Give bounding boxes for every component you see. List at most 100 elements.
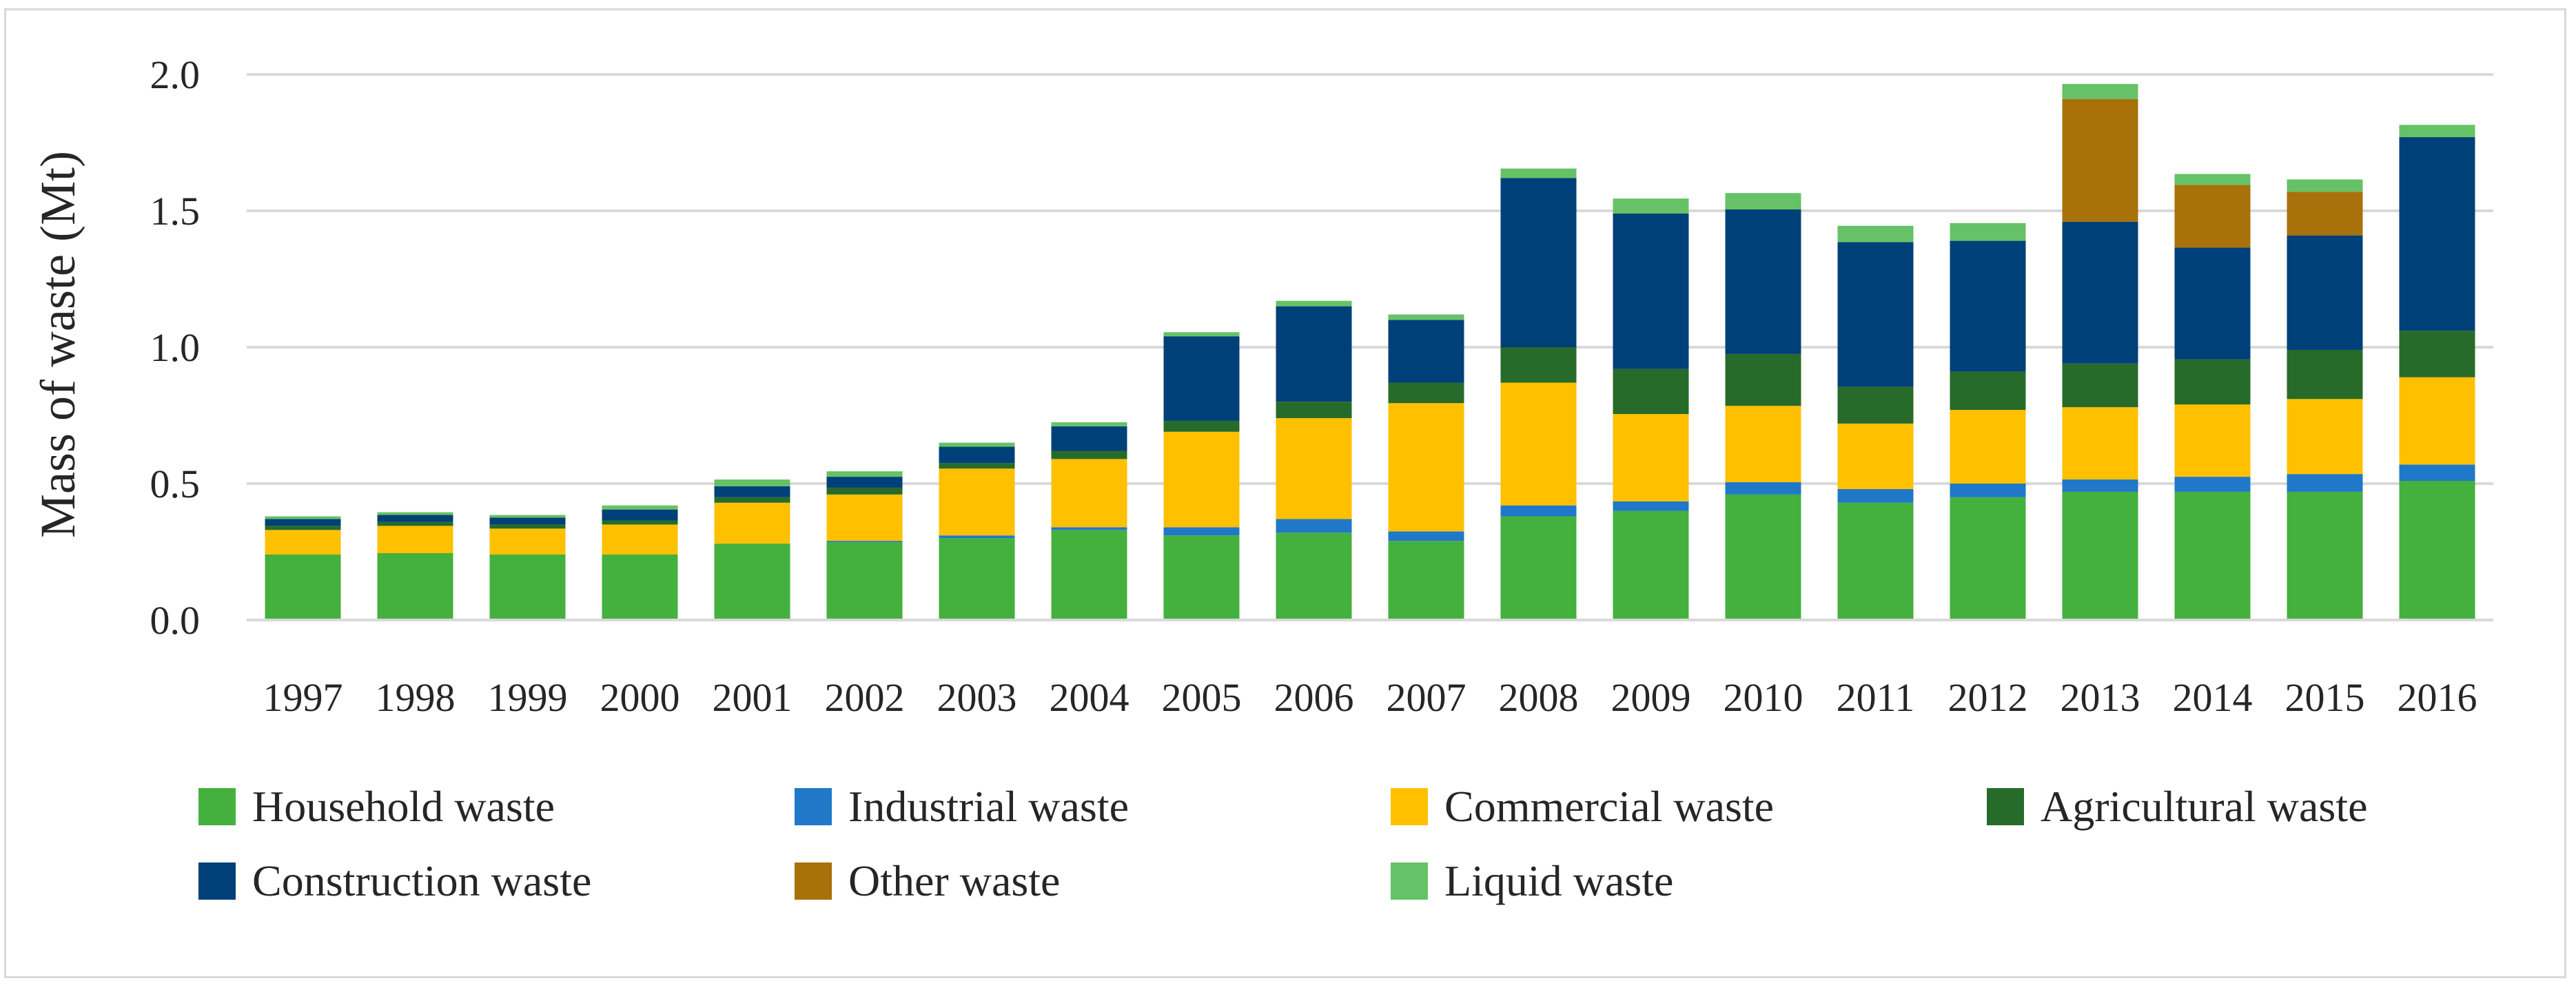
bar-2015-commercial-waste: [2287, 399, 2363, 475]
x-tick-label: 2016: [2398, 675, 2477, 720]
legend-swatch: [1391, 788, 1428, 825]
bar-2005-industrial-waste: [1163, 527, 1240, 536]
bar-2008-liquid-waste: [1500, 168, 1577, 178]
bar-2014-agricultural-waste: [2174, 359, 2251, 405]
bar-2007-industrial-waste: [1388, 531, 1464, 541]
bar-2007-agricultural-waste: [1388, 382, 1464, 404]
bar-1997-household-waste: [265, 554, 341, 620]
y-axis-ticks: 0.0 0.5 1.0 1.5 2.0: [150, 52, 201, 643]
bar-2016-industrial-waste: [2399, 464, 2475, 482]
x-axis-ticks: 1997 1998 1999 2000 2001 2002 2003 2004 2005 2006…: [263, 675, 2477, 720]
bar-2004-agricultural-waste: [1051, 451, 1127, 459]
x-tick-label: 1999: [488, 675, 568, 720]
bar-2007-household-waste: [1388, 541, 1464, 620]
bar-2002-construction-waste: [826, 477, 903, 488]
bar-2007-commercial-waste: [1388, 403, 1464, 532]
bar-2011-industrial-waste: [1837, 488, 1914, 503]
bar-1999-liquid-waste: [489, 515, 566, 518]
bar-2007-liquid-waste: [1388, 314, 1464, 320]
legend-swatch: [1391, 862, 1428, 900]
bar-2010-agricultural-waste: [1725, 353, 1801, 406]
bar-2015-other-waste: [2287, 192, 2363, 236]
bar-1999-construction-waste: [489, 517, 566, 525]
bar-1998-agricultural-waste: [377, 521, 453, 526]
bar-2011-household-waste: [1837, 502, 1914, 620]
bar-2012-industrial-waste: [1950, 484, 2026, 497]
gridlines: [247, 73, 2493, 485]
legend-label: Agricultural waste: [2041, 782, 2368, 831]
bar-2003-industrial-waste: [939, 535, 1015, 539]
bar-1999-agricultural-waste: [489, 524, 566, 529]
legend-label: Commercial waste: [1444, 782, 1774, 831]
bar-2011-construction-waste: [1837, 242, 1914, 387]
legend-item-other-waste: Other waste: [795, 856, 1060, 905]
bar-2014-commercial-waste: [2174, 404, 2251, 477]
legend-swatch: [795, 862, 832, 900]
bar-2001-household-waste: [714, 544, 790, 620]
bar-2009-construction-waste: [1613, 213, 1689, 369]
bar-2013-commercial-waste: [2062, 407, 2138, 480]
bar-2003-agricultural-waste: [939, 463, 1015, 469]
legend-item-liquid-waste: Liquid waste: [1391, 856, 1673, 905]
bar-1997-construction-waste: [265, 519, 341, 526]
bar-2009-liquid-waste: [1613, 198, 1689, 214]
bar-2003-household-waste: [939, 538, 1015, 620]
bar-1997-agricultural-waste: [265, 526, 341, 530]
x-tick-label: 2011: [1837, 675, 1915, 720]
bar-2000-liquid-waste: [602, 505, 678, 510]
bar-2014-industrial-waste: [2174, 477, 2251, 492]
bar-2001-liquid-waste: [714, 479, 790, 486]
bar-2002-commercial-waste: [826, 494, 903, 541]
x-tick-label: 2010: [1724, 675, 1803, 720]
bar-2006-liquid-waste: [1276, 300, 1352, 307]
bar-2009-household-waste: [1613, 510, 1689, 620]
x-tick-label: 2012: [1948, 675, 2028, 720]
bar-2014-construction-waste: [2174, 247, 2251, 360]
legend-item-industrial-waste: Industrial waste: [795, 782, 1129, 831]
bar-2012-commercial-waste: [1950, 410, 2026, 484]
bar-2007-construction-waste: [1388, 320, 1464, 383]
bar-2008-industrial-waste: [1500, 505, 1577, 517]
x-tick-label: 2002: [825, 675, 905, 720]
bar-2013-other-waste: [2062, 99, 2138, 222]
bar-2011-commercial-waste: [1837, 423, 1914, 489]
bar-2004-liquid-waste: [1051, 422, 1127, 426]
y-tick-label: 0.0: [150, 598, 201, 643]
legend-label: Industrial waste: [848, 782, 1129, 831]
bar-2015-household-waste: [2287, 491, 2363, 620]
bar-2013-liquid-waste: [2062, 83, 2138, 99]
bar-2012-household-waste: [1950, 497, 2026, 620]
legend-label: Liquid waste: [1444, 856, 1673, 905]
bar-2001-commercial-waste: [714, 502, 790, 544]
bar-2008-agricultural-waste: [1500, 347, 1577, 383]
bar-2015-agricultural-waste: [2287, 349, 2363, 400]
legend: Household waste Industrial waste Commercia…: [198, 782, 2368, 905]
y-axis-title: Mass of waste (Mt): [30, 151, 85, 538]
bar-2001-construction-waste: [714, 486, 790, 497]
bar-2004-household-waste: [1051, 530, 1127, 620]
x-tick-label: 1998: [376, 675, 456, 720]
bar-2003-liquid-waste: [939, 442, 1015, 447]
bar-2013-construction-waste: [2062, 221, 2138, 364]
bar-1997-commercial-waste: [265, 530, 341, 555]
x-tick-label: 2014: [2173, 675, 2253, 720]
bar-1998-construction-waste: [377, 515, 453, 522]
bar-2008-commercial-waste: [1500, 382, 1577, 506]
bar-2006-agricultural-waste: [1276, 402, 1352, 418]
bar-1998-household-waste: [377, 552, 453, 620]
bar-2004-industrial-waste: [1051, 527, 1127, 530]
x-tick-label: 2000: [600, 675, 680, 720]
bar-2004-commercial-waste: [1051, 459, 1127, 528]
bar-2003-construction-waste: [939, 446, 1015, 464]
bar-2005-commercial-waste: [1163, 431, 1240, 528]
x-tick-label: 2004: [1050, 675, 1129, 720]
x-tick-label: 2003: [937, 675, 1017, 720]
legend-item-construction-waste: Construction waste: [198, 856, 591, 905]
bar-2006-commercial-waste: [1276, 417, 1352, 519]
bar-2004-construction-waste: [1051, 426, 1127, 451]
bar-2002-agricultural-waste: [826, 487, 903, 495]
bar-2015-construction-waste: [2287, 235, 2363, 350]
bar-2000-commercial-waste: [602, 524, 678, 555]
legend-swatch: [198, 862, 236, 900]
bar-2002-household-waste: [826, 542, 903, 620]
